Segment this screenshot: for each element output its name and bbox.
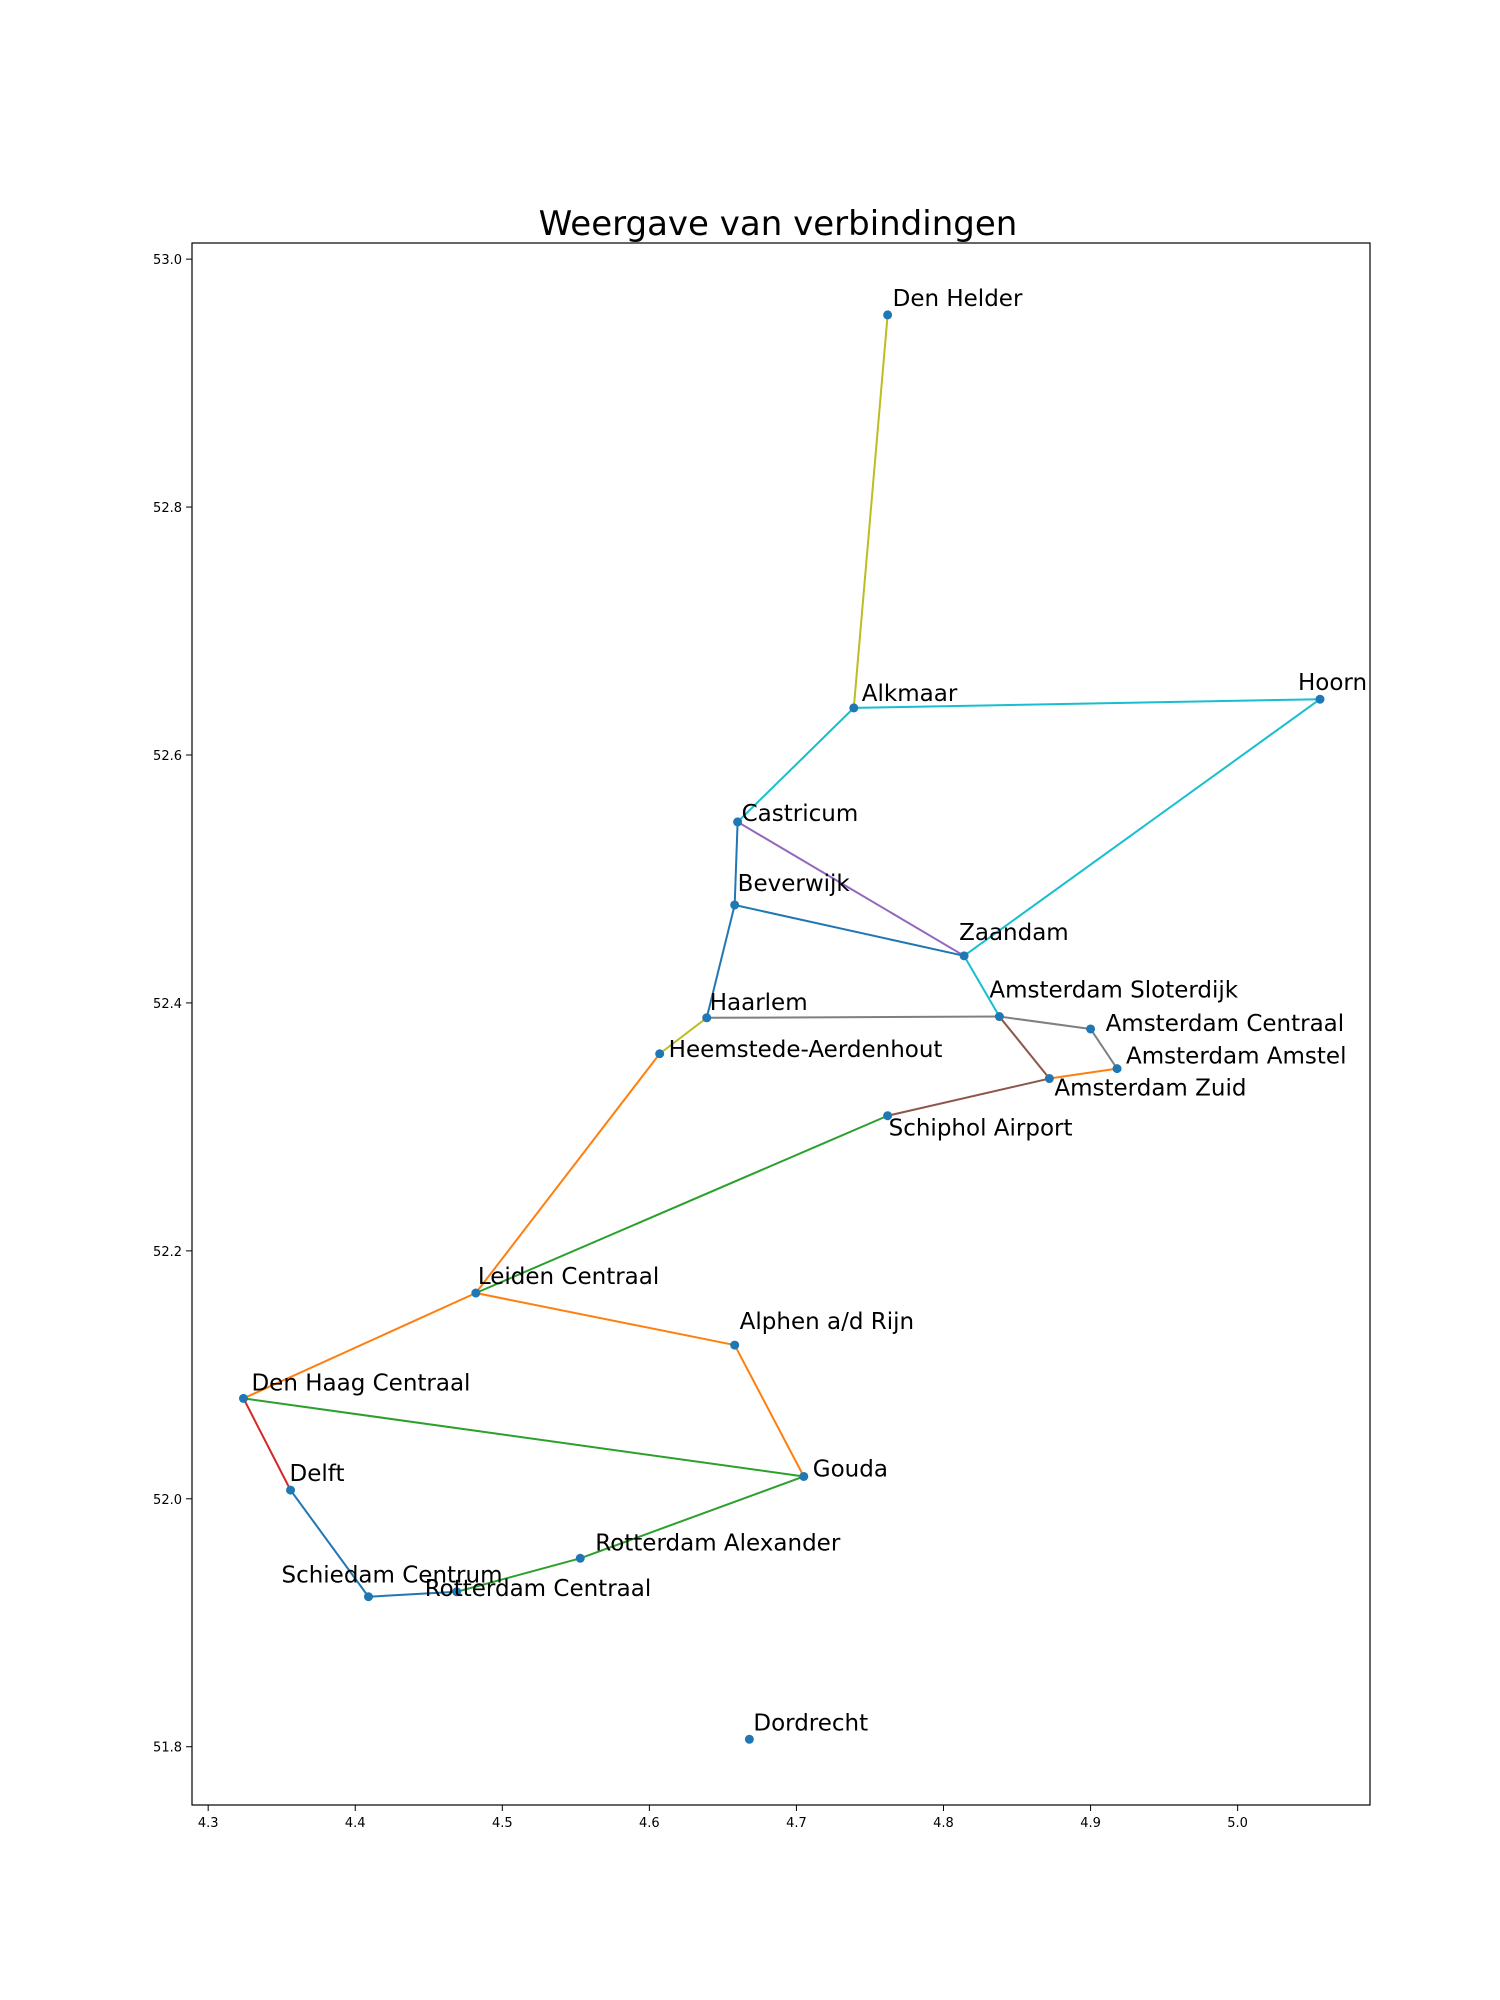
station-point (730, 900, 740, 910)
station-label: Alkmaar (862, 681, 958, 707)
station-point (730, 1340, 740, 1350)
station-point (799, 1471, 809, 1481)
connection-line (705, 904, 736, 1019)
station-labels: Den Helder Alkmaar Hoorn Castricum Beverwijk… (251, 286, 1367, 1736)
y-tick-label: 52.0 (153, 1493, 182, 1508)
connection-line (733, 821, 739, 906)
x-axis: 4.3 4.4 4.5 4.6 4.7 4.8 4.9 5.0 (198, 1805, 1248, 1831)
station-label: Beverwijk (738, 871, 851, 897)
connection-line (475, 1114, 889, 1294)
connection-line (737, 821, 965, 957)
y-tick-label: 52.6 (153, 749, 182, 764)
connection-line (736, 707, 855, 823)
connection-line (963, 698, 1321, 957)
y-tick-label: 53.0 (153, 253, 182, 268)
station-point (452, 1587, 462, 1597)
x-tick-label: 4.9 (1080, 1816, 1101, 1831)
connection-line (659, 1017, 708, 1055)
y-tick-label: 51.8 (153, 1741, 182, 1756)
station-label: Schiphol Airport (889, 1116, 1073, 1142)
connection-line (243, 1397, 804, 1478)
x-tick-label: 4.6 (639, 1816, 660, 1831)
plot-area-frame (191, 242, 1371, 1806)
connection-line (706, 1015, 1000, 1019)
x-tick-label: 4.7 (786, 1816, 807, 1831)
x-tick-label: 4.8 (933, 1816, 954, 1831)
station-point (883, 310, 893, 320)
station-point (1315, 694, 1325, 704)
connection-line (289, 1489, 370, 1598)
connection-line (1049, 1067, 1118, 1080)
station-label: Amsterdam Centraal (1106, 1011, 1345, 1037)
station-label: Haarlem (710, 990, 808, 1016)
connection-line (734, 904, 965, 957)
station-point (744, 1734, 754, 1744)
station-label: Leiden Centraal (478, 1264, 659, 1290)
connection-line (733, 1344, 805, 1477)
y-tick-label: 52.2 (153, 1245, 182, 1260)
station-point (959, 951, 969, 961)
station-point (471, 1288, 481, 1298)
station-point (286, 1485, 296, 1495)
station-point (702, 1013, 712, 1023)
connection-line (475, 1053, 661, 1294)
y-axis: 51.8 52.0 52.2 52.4 52.6 52.8 53.0 (153, 253, 192, 1756)
station-point (994, 1012, 1004, 1022)
station-label: Delft (290, 1461, 345, 1487)
connection-line (242, 1397, 292, 1491)
station-point (883, 1111, 893, 1121)
station-label: Den Haag Centraal (251, 1370, 470, 1396)
station-point (655, 1049, 665, 1059)
station-point (1112, 1064, 1122, 1074)
station-point (575, 1553, 585, 1563)
station-label: Rotterdam Alexander (595, 1530, 841, 1556)
connection-lines (242, 314, 1321, 1598)
x-tick-label: 4.3 (198, 1816, 219, 1831)
station-label: Rotterdam Centraal (425, 1576, 652, 1602)
connection-line (456, 1557, 581, 1593)
x-tick-label: 4.5 (492, 1816, 513, 1831)
connection-line (368, 1590, 457, 1598)
station-label: Dordrecht (753, 1710, 868, 1736)
station-point (849, 703, 859, 713)
connection-line (852, 314, 889, 708)
connection-line (475, 1292, 735, 1347)
station-label: Schiedam Centrum (281, 1563, 502, 1589)
station-point (733, 817, 743, 827)
station-point (238, 1393, 248, 1403)
station-label: Gouda (813, 1456, 888, 1482)
station-label: Heemstede-Aerdenhout (669, 1037, 943, 1063)
connection-line (887, 1077, 1050, 1117)
station-label: Zaandam (959, 920, 1069, 946)
connection-line (963, 955, 1001, 1018)
station-label: Amsterdam Amstel (1126, 1044, 1346, 1070)
station-point (1086, 1024, 1096, 1034)
station-label: Castricum (742, 801, 859, 827)
station-label: Den Helder (893, 286, 1023, 312)
chart-title: Weergave van verbindingen (539, 204, 1018, 244)
station-point (363, 1592, 373, 1602)
connection-line (579, 1475, 805, 1560)
connection-line (243, 1292, 477, 1400)
connection-line (853, 698, 1321, 709)
y-tick-label: 52.4 (153, 997, 182, 1012)
station-points (238, 310, 1325, 1744)
y-tick-label: 52.8 (153, 501, 182, 516)
x-tick-label: 5.0 (1227, 1816, 1248, 1831)
x-tick-label: 4.4 (345, 1816, 366, 1831)
connection-line (998, 1015, 1051, 1080)
station-label: Amsterdam Zuid (1054, 1076, 1246, 1102)
station-point (1044, 1074, 1054, 1084)
station-label: Alphen a/d Rijn (740, 1309, 914, 1335)
station-label: Amsterdam Sloterdijk (989, 978, 1238, 1004)
connection-line (999, 1015, 1091, 1030)
station-label: Hoorn (1298, 670, 1367, 696)
connection-line (1089, 1028, 1118, 1070)
